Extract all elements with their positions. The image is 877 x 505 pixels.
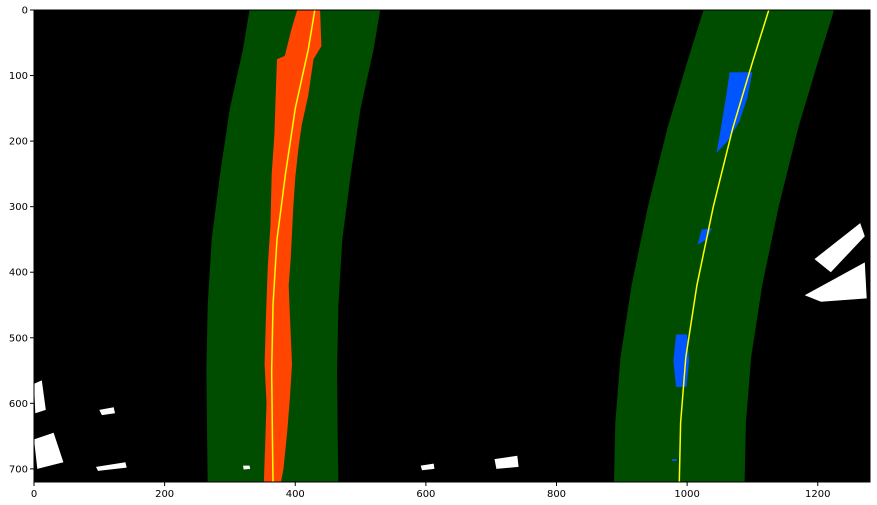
y-tick-label: 100 [9,71,28,82]
other-pixels [34,432,64,469]
left-lane-pixels [263,10,322,482]
y-tick-label: 0 [22,6,28,17]
y-tick-label: 200 [9,137,28,148]
plot-layer [34,10,867,482]
other-pixels [420,463,435,471]
right-lane-pixels [673,334,690,387]
x-tick-label: 200 [155,489,174,500]
y-tick-label: 700 [9,464,28,475]
right-lane-pixels [672,459,677,461]
y-tick-label: 600 [9,399,28,410]
other-pixels [804,262,867,302]
y-tick-label: 300 [9,202,28,213]
left-lane-window [206,10,381,482]
other-pixels [34,380,46,414]
x-tick-label: 600 [416,489,435,500]
x-tick-label: 0 [31,489,37,500]
y-tick-label: 400 [9,268,28,279]
axes-frame [33,9,871,483]
x-tick-label: 800 [547,489,566,500]
other-pixels [96,462,127,471]
axis-layer: 0 200 400 600 800 1000 1200 0 100 200 300 400 500 600… [9,6,831,501]
x-tick-label: 400 [286,489,305,500]
right-lane-fit-line [678,10,770,482]
other-pixels [814,223,865,273]
other-pixels [243,465,251,470]
y-tick-label: 500 [9,333,28,344]
other-pixels [494,455,519,469]
right-lane-window [614,10,835,482]
x-tick-label: 1000 [674,489,699,500]
left-lane-fit-line [270,10,316,482]
other-pixels [99,407,115,416]
x-tick-label: 1200 [805,489,830,500]
